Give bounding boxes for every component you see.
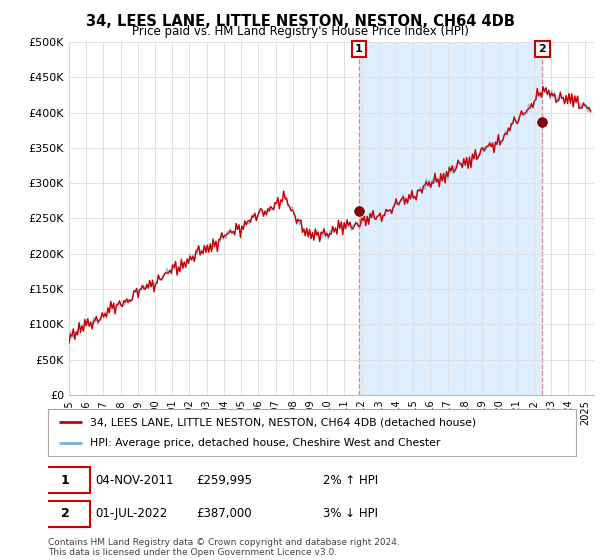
Text: £387,000: £387,000	[196, 507, 251, 520]
FancyBboxPatch shape	[40, 501, 90, 527]
Text: HPI: Average price, detached house, Cheshire West and Chester: HPI: Average price, detached house, Ches…	[90, 438, 440, 448]
Text: 2: 2	[61, 507, 70, 520]
Text: 1: 1	[355, 44, 363, 54]
FancyBboxPatch shape	[40, 467, 90, 493]
Text: 34, LEES LANE, LITTLE NESTON, NESTON, CH64 4DB: 34, LEES LANE, LITTLE NESTON, NESTON, CH…	[86, 14, 514, 29]
Text: 2: 2	[538, 44, 546, 54]
Text: 34, LEES LANE, LITTLE NESTON, NESTON, CH64 4DB (detached house): 34, LEES LANE, LITTLE NESTON, NESTON, CH…	[90, 417, 476, 427]
Text: Contains HM Land Registry data © Crown copyright and database right 2024.
This d: Contains HM Land Registry data © Crown c…	[48, 538, 400, 557]
Text: Price paid vs. HM Land Registry's House Price Index (HPI): Price paid vs. HM Land Registry's House …	[131, 25, 469, 38]
Text: 3% ↓ HPI: 3% ↓ HPI	[323, 507, 377, 520]
Text: 04-NOV-2011: 04-NOV-2011	[95, 474, 174, 487]
Text: £259,995: £259,995	[196, 474, 252, 487]
Text: 2% ↑ HPI: 2% ↑ HPI	[323, 474, 377, 487]
Text: 01-JUL-2022: 01-JUL-2022	[95, 507, 168, 520]
Bar	[359, 42, 542, 395]
Text: 1: 1	[61, 474, 70, 487]
